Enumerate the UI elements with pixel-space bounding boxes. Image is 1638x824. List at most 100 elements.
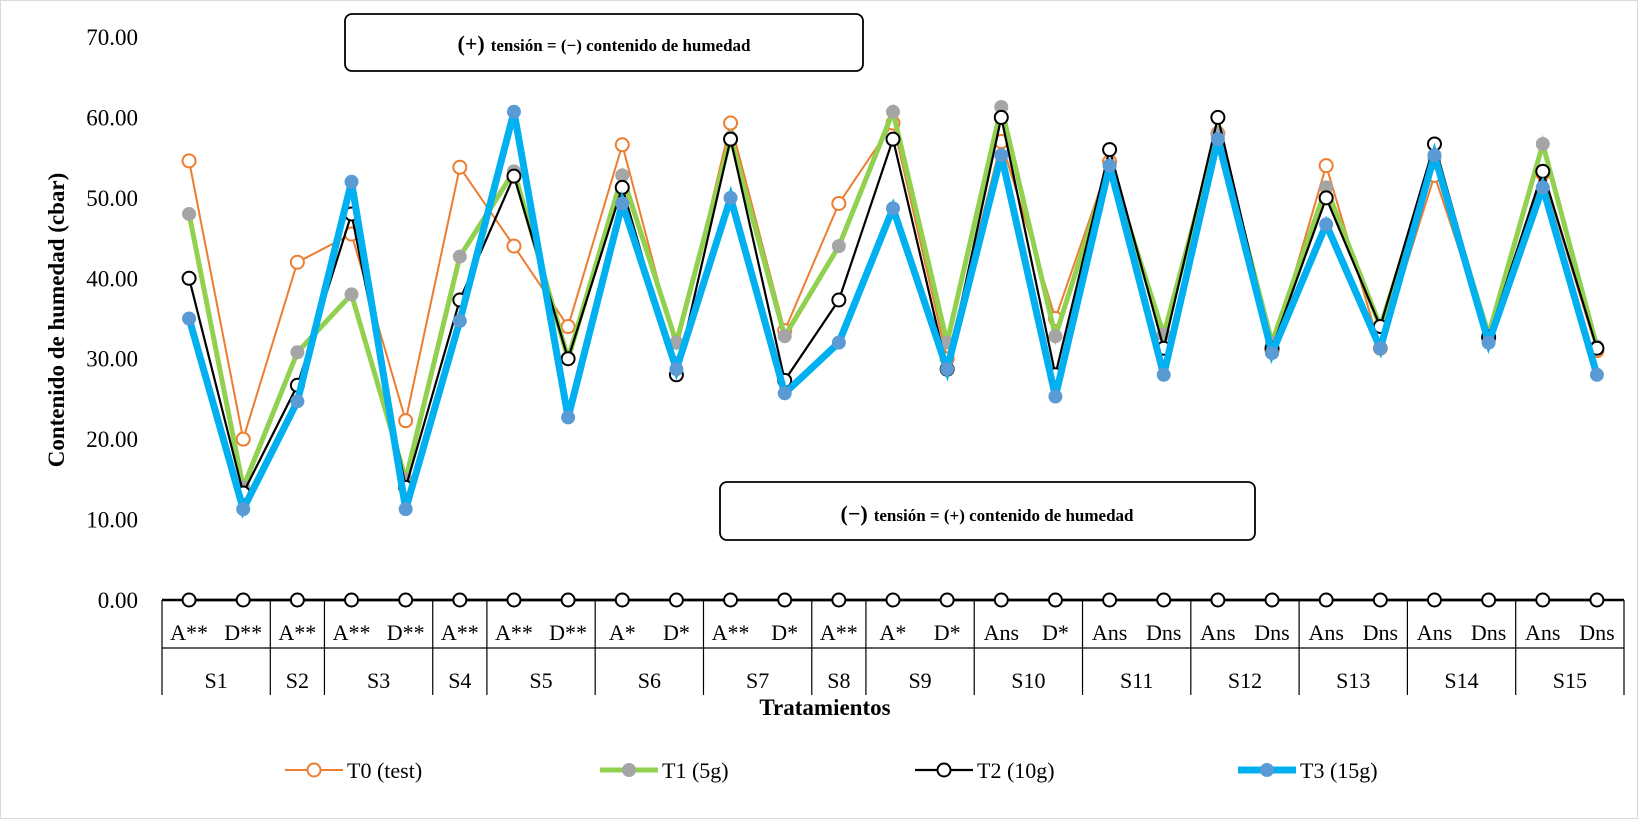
data-point [344,287,359,302]
data-point [777,329,792,344]
data-point [723,131,739,147]
data-point [1102,592,1118,608]
data-point [1481,335,1496,350]
data-point [181,153,197,169]
data-point [235,431,251,447]
category-tick-label: D* [934,620,961,645]
data-point [344,592,360,608]
category-tick-label: Ans [1417,620,1452,645]
y-tick-label: 0.00 [98,588,138,613]
data-point [182,311,197,326]
annotation-top-box [344,13,864,72]
category-tick-label: Ans [1092,620,1127,645]
annotation-top: (+) tensión = (−) contenido de humedad [344,13,864,72]
data-point [560,592,576,608]
group-label: S5 [529,668,552,693]
data-point [614,137,630,153]
legend-label: T2 (10g) [977,758,1055,783]
data-point [723,592,739,608]
data-point [723,115,739,131]
data-point [614,179,630,195]
annotation-bottom-label: (−) tensión = (+) contenido de humedad [841,501,1135,526]
data-point [668,592,684,608]
data-point [344,174,359,189]
data-point [615,196,630,211]
category-tick-label: Dns [1363,620,1398,645]
legend-swatch-marker [622,763,636,777]
y-tick-label: 60.00 [86,105,138,130]
legend-item: T0 (test) [285,758,422,783]
category-tick-label: A** [278,620,316,645]
data-point [1535,592,1551,608]
data-point [669,362,684,377]
data-point [1210,592,1226,608]
legend-item: T3 (15g) [1238,758,1378,783]
group-label: S14 [1444,668,1478,693]
data-point [236,502,251,517]
category-tick-label: A** [333,620,371,645]
data-point [398,502,413,517]
data-point [723,190,738,205]
data-point [1102,142,1118,158]
group-label: S10 [1011,668,1045,693]
data-point [886,104,900,119]
group-label: S12 [1228,668,1262,693]
series-3 [181,109,1605,501]
y-axis-title: Contenido de humedad (cbar) [44,173,69,468]
data-point [1265,346,1280,361]
category-tick-label: Dns [1471,620,1506,645]
legend-label: T1 (5g) [662,758,729,783]
category-tick-label: A** [712,620,750,645]
data-point [1589,592,1605,608]
data-point [886,201,900,216]
data-point [777,592,793,608]
category-tick-label: D** [224,620,262,645]
data-point [1156,592,1172,608]
data-point [993,109,1009,125]
category-tick-label: D* [663,620,690,645]
y-tick-label: 70.00 [86,25,138,50]
data-point [1102,158,1117,173]
data-point [452,249,467,264]
data-point [1372,592,1388,608]
annotations: (+) tensión = (−) contenido de humedad (−… [344,13,1256,541]
data-point [615,168,630,183]
data-point [560,351,576,367]
legend-swatch-marker [306,762,322,778]
data-point [1210,109,1226,125]
data-point [1318,592,1334,608]
category-tick-label: Ans [1308,620,1343,645]
legend-swatch-marker [1260,763,1274,777]
group-label: S13 [1336,668,1370,693]
legend-item: T2 (10g) [915,758,1055,783]
data-point [452,592,468,608]
baseline-series [181,592,1605,608]
category-tick-label: Ans [984,620,1019,645]
data-point [452,313,467,328]
data-point [1319,217,1334,232]
data-point [940,362,955,377]
data-point [885,592,901,608]
group-label: S11 [1120,668,1153,693]
data-point [831,592,847,608]
data-point [831,335,846,350]
data-point [1318,158,1334,174]
data-point [506,592,522,608]
data-point [1047,592,1063,608]
data-point [1427,148,1442,163]
data-point [1535,180,1550,195]
group-label: S9 [908,668,931,693]
data-point [1048,329,1063,344]
data-point [289,592,305,608]
category-tick-label: A* [880,620,907,645]
data-point [831,292,847,308]
data-point [1318,190,1334,206]
data-point [560,319,576,335]
data-point [289,254,305,270]
group-label: S6 [638,668,661,693]
category-tick-label: Ans [1200,620,1235,645]
data-point [290,345,305,360]
data-point [398,592,414,608]
group-label: S2 [286,668,309,693]
data-point [398,413,414,429]
